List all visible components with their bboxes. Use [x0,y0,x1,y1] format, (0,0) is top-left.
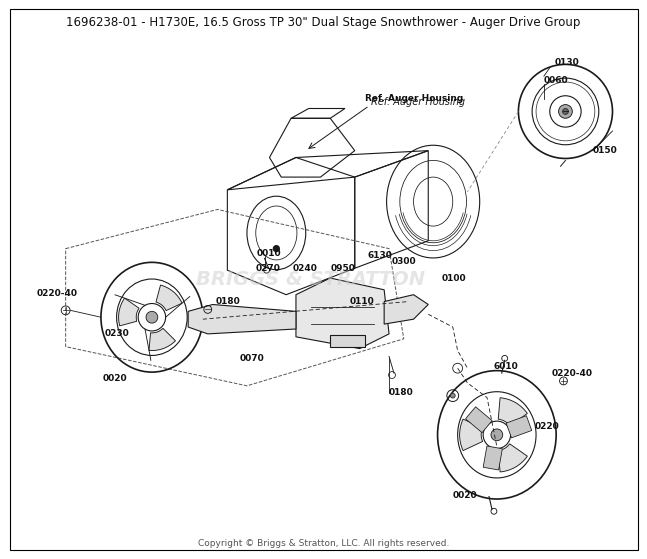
Text: 6130: 6130 [367,251,392,260]
Text: 0220-40: 0220-40 [552,368,593,377]
Circle shape [491,429,503,440]
Text: 0220: 0220 [535,423,560,432]
Text: 1696238-01 - H1730E, 16.5 Gross TP 30" Dual Stage Snowthrower - Auger Drive Grou: 1696238-01 - H1730E, 16.5 Gross TP 30" D… [66,16,580,30]
Polygon shape [296,278,389,349]
Polygon shape [188,305,296,334]
Wedge shape [459,419,483,451]
Text: 0950: 0950 [330,264,355,273]
Circle shape [558,105,573,119]
Text: 0220-40: 0220-40 [36,289,77,298]
Text: Ref. Auger Housing: Ref. Auger Housing [371,97,466,107]
Text: 0240: 0240 [293,264,318,273]
Text: 0100: 0100 [442,273,466,282]
Text: 0180: 0180 [215,297,240,306]
Text: 0130: 0130 [554,58,580,67]
Bar [483,446,502,470]
Text: 0110: 0110 [350,297,375,306]
Text: 0300: 0300 [392,257,417,266]
Text: 0180: 0180 [389,388,414,397]
Text: 0270: 0270 [256,264,281,273]
Circle shape [562,108,569,115]
Text: 0150: 0150 [593,146,618,155]
Text: 0230: 0230 [105,329,129,338]
Text: 0020: 0020 [453,491,477,500]
Bar [466,407,492,433]
Circle shape [274,246,280,252]
Wedge shape [498,398,527,426]
Circle shape [450,393,455,398]
Wedge shape [149,328,175,350]
Text: 6010: 6010 [494,362,519,371]
Wedge shape [156,285,182,311]
Text: Ref. Auger Housing: Ref. Auger Housing [364,94,463,103]
Text: 0010: 0010 [257,249,281,258]
Wedge shape [498,444,527,472]
Text: 0060: 0060 [544,75,569,84]
Text: 0020: 0020 [103,375,127,383]
Text: BRIGGS & STRATTON: BRIGGS & STRATTON [196,271,425,290]
Bar [330,335,364,347]
Text: 0070: 0070 [240,354,265,363]
Polygon shape [384,295,428,324]
Bar [506,416,532,438]
Wedge shape [118,298,139,326]
Circle shape [146,311,158,323]
Text: Copyright © Briggs & Stratton, LLC. All rights reserved.: Copyright © Briggs & Stratton, LLC. All … [198,539,449,548]
